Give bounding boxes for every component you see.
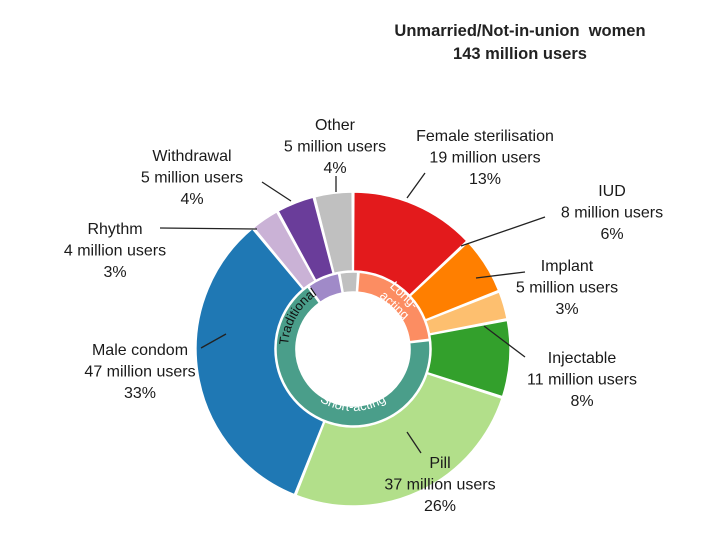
inner-slice-traditional: [307, 272, 344, 304]
chart-title: Unmarried/Not-in-union women: [394, 22, 645, 40]
inner-ring: [275, 271, 431, 427]
label-withdrawal-pct: 4%: [180, 191, 203, 208]
label-female-sterilisation-users: 19 million users: [429, 150, 540, 167]
slice-female-sterilisation: [352, 191, 468, 297]
label-implant: Implant: [541, 258, 594, 275]
label-other-users: 5 million users: [284, 139, 386, 156]
slice-withdrawal: [277, 196, 335, 282]
label-pill-users: 37 million users: [384, 477, 495, 494]
chart-header: Unmarried/Not-in-union women 143 million…: [394, 22, 645, 63]
chart-subtitle: 143 million users: [453, 45, 587, 63]
label-injectable-pct: 8%: [570, 393, 593, 410]
label-other: Other: [315, 117, 356, 134]
label-female-sterilisation: Female sterilisation: [416, 128, 554, 145]
leader-male-condom: [200, 333, 227, 349]
slice-labels: Female sterilisation 19 million users 13% I…: [64, 117, 663, 515]
label-pill-pct: 26%: [424, 498, 456, 515]
label-rhythm: Rhythm: [87, 221, 142, 238]
leader-withdrawal: [261, 181, 292, 202]
leader-female-sterilisation: [406, 172, 426, 199]
label-withdrawal: Withdrawal: [152, 148, 231, 165]
label-female-sterilisation-pct: 13%: [469, 171, 501, 188]
inner-slice-other: [338, 271, 359, 294]
label-rhythm-users: 4 million users: [64, 243, 166, 260]
inner-slice-short-acting: [275, 285, 431, 427]
label-iud-users: 8 million users: [561, 205, 663, 222]
slice-other: [313, 191, 354, 275]
inner-slice-long-acting: [356, 271, 431, 343]
slice-injectable: [426, 319, 511, 398]
label-male-condom-users: 47 million users: [84, 364, 195, 381]
leader-iud: [460, 216, 546, 247]
label-rhythm-pct: 3%: [103, 264, 126, 281]
label-injectable: Injectable: [548, 350, 617, 367]
leader-implant: [475, 271, 526, 279]
label-male-condom-pct: 33%: [124, 385, 156, 402]
slice-male-condom: [195, 227, 325, 496]
outer-ring: [195, 191, 511, 507]
slice-pill: [294, 372, 504, 507]
leader-injectable: [483, 325, 526, 358]
label-implant-users: 5 million users: [516, 280, 618, 297]
slice-implant: [424, 290, 508, 335]
label-other-pct: 4%: [323, 160, 346, 177]
label-pill: Pill: [429, 455, 450, 472]
label-injectable-users: 11 million users: [527, 372, 637, 389]
leader-rhythm: [159, 227, 258, 230]
leader-pill: [406, 431, 422, 454]
slice-iud: [409, 241, 500, 321]
slice-rhythm: [252, 210, 317, 290]
leader-lines: [159, 172, 546, 454]
label-withdrawal-users: 5 million users: [141, 170, 243, 187]
inner-label-short-acting: Short-acting: [318, 391, 388, 414]
label-iud-pct: 6%: [600, 226, 623, 243]
label-implant-pct: 3%: [555, 301, 578, 318]
label-male-condom: Male condom: [92, 342, 188, 359]
label-iud: IUD: [598, 183, 626, 200]
